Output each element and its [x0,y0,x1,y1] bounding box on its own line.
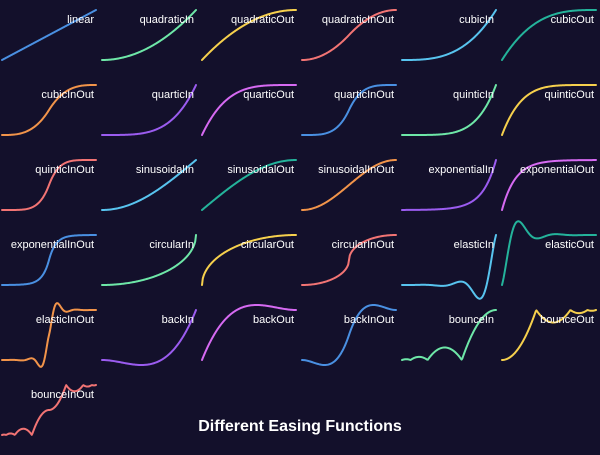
curve-quarticIn [101,84,197,136]
panel-sinusoidalInOut: sinusoidalInOut [301,159,397,211]
panel-quinticIn: quinticIn [401,84,497,136]
panel-exponentialIn: exponentialIn [401,159,497,211]
curve-quadraticOut [201,9,297,61]
label-exponentialIn: exponentialIn [429,164,494,176]
curve-cubicIn [401,9,497,61]
curve-quinticOut [501,84,597,136]
panel-elasticIn: elasticIn [401,234,497,300]
panel-linear: linear [1,9,97,61]
label-cubicInOut: cubicInOut [41,89,94,101]
panel-sinusoidalIn: sinusoidalIn [101,159,197,211]
label-elasticOut: elasticOut [545,239,594,251]
panel-elasticInOut: elasticInOut [1,302,97,368]
curve-linear [1,9,97,61]
panel-quinticOut: quinticOut [501,84,597,136]
curve-bounceOut [501,309,597,361]
curve-quarticOut [201,84,297,136]
label-sinusoidalIn: sinusoidalIn [136,164,194,176]
curve-elasticInOut [1,302,97,368]
curve-bounceInOut [1,384,97,436]
curve-backIn [101,309,197,366]
label-quadraticIn: quadraticIn [140,14,194,26]
curve-quadraticIn [101,9,197,61]
panel-quarticIn: quarticIn [101,84,197,136]
panel-quadraticOut: quadraticOut [201,9,297,61]
label-circularOut: circularOut [241,239,294,251]
panel-exponentialInOut: exponentialInOut [1,234,97,286]
label-elasticInOut: elasticInOut [36,314,94,326]
label-linear: linear [67,14,94,26]
label-backIn: backIn [162,314,194,326]
panel-cubicInOut: cubicInOut [1,84,97,136]
panel-circularIn: circularIn [101,234,197,286]
curve-sinusoidalIn [101,159,197,211]
curve-cubicInOut [1,84,97,136]
label-quinticIn: quinticIn [453,89,494,101]
curve-elasticIn [401,234,497,300]
panel-elasticOut: elasticOut [501,220,597,286]
panel-bounceInOut: bounceInOut [1,384,97,436]
panel-circularInOut: circularInOut [301,234,397,286]
panel-quadraticIn: quadraticIn [101,9,197,61]
label-exponentialInOut: exponentialInOut [11,239,94,251]
curve-quarticInOut [301,84,397,136]
panel-exponentialOut: exponentialOut [501,159,597,211]
curve-exponentialIn [401,159,497,211]
curve-backInOut [301,303,397,367]
panel-quarticInOut: quarticInOut [301,84,397,136]
curve-circularInOut [301,234,397,286]
panel-circularOut: circularOut [201,234,297,286]
curve-quadraticInOut [301,9,397,61]
label-quinticOut: quinticOut [544,89,594,101]
panel-bounceOut: bounceOut [501,309,597,361]
panel-bounceIn: bounceIn [401,309,497,361]
label-backInOut: backInOut [344,314,394,326]
label-elasticIn: elasticIn [454,239,494,251]
panel-backIn: backIn [101,309,197,366]
curve-elasticOut [501,220,597,286]
label-sinusoidalInOut: sinusoidalInOut [318,164,394,176]
label-circularIn: circularIn [149,239,194,251]
chart-title: Different Easing Functions [198,418,402,435]
label-circularInOut: circularInOut [332,239,394,251]
curve-cubicOut [501,9,597,61]
label-bounceOut: bounceOut [540,314,594,326]
curve-circularIn [101,234,197,286]
label-cubicOut: cubicOut [551,14,594,26]
label-cubicIn: cubicIn [459,14,494,26]
label-quadraticOut: quadraticOut [231,14,294,26]
panel-sinusoidalOut: sinusoidalOut [201,159,297,211]
label-sinusoidalOut: sinusoidalOut [227,164,294,176]
label-quinticInOut: quinticInOut [35,164,94,176]
curve-exponentialInOut [1,234,97,286]
panel-quarticOut: quarticOut [201,84,297,136]
label-backOut: backOut [253,314,294,326]
curve-sinusoidalOut [201,159,297,211]
panel-cubicIn: cubicIn [401,9,497,61]
curve-backOut [201,304,297,361]
panel-cubicOut: cubicOut [501,9,597,61]
label-quarticInOut: quarticInOut [334,89,394,101]
panel-quadraticInOut: quadraticInOut [301,9,397,61]
label-bounceInOut: bounceInOut [31,389,94,401]
curve-quinticInOut [1,159,97,211]
curve-exponentialOut [501,159,597,211]
panel-quinticInOut: quinticInOut [1,159,97,211]
curve-circularOut [201,234,297,286]
label-bounceIn: bounceIn [449,314,494,326]
label-quarticOut: quarticOut [243,89,294,101]
curve-sinusoidalInOut [301,159,397,211]
label-quarticIn: quarticIn [152,89,194,101]
curve-bounceIn [401,309,497,361]
panel-backInOut: backInOut [301,303,397,367]
panel-backOut: backOut [201,304,297,361]
label-quadraticInOut: quadraticInOut [322,14,394,26]
label-exponentialOut: exponentialOut [520,164,594,176]
curve-quinticIn [401,84,497,136]
